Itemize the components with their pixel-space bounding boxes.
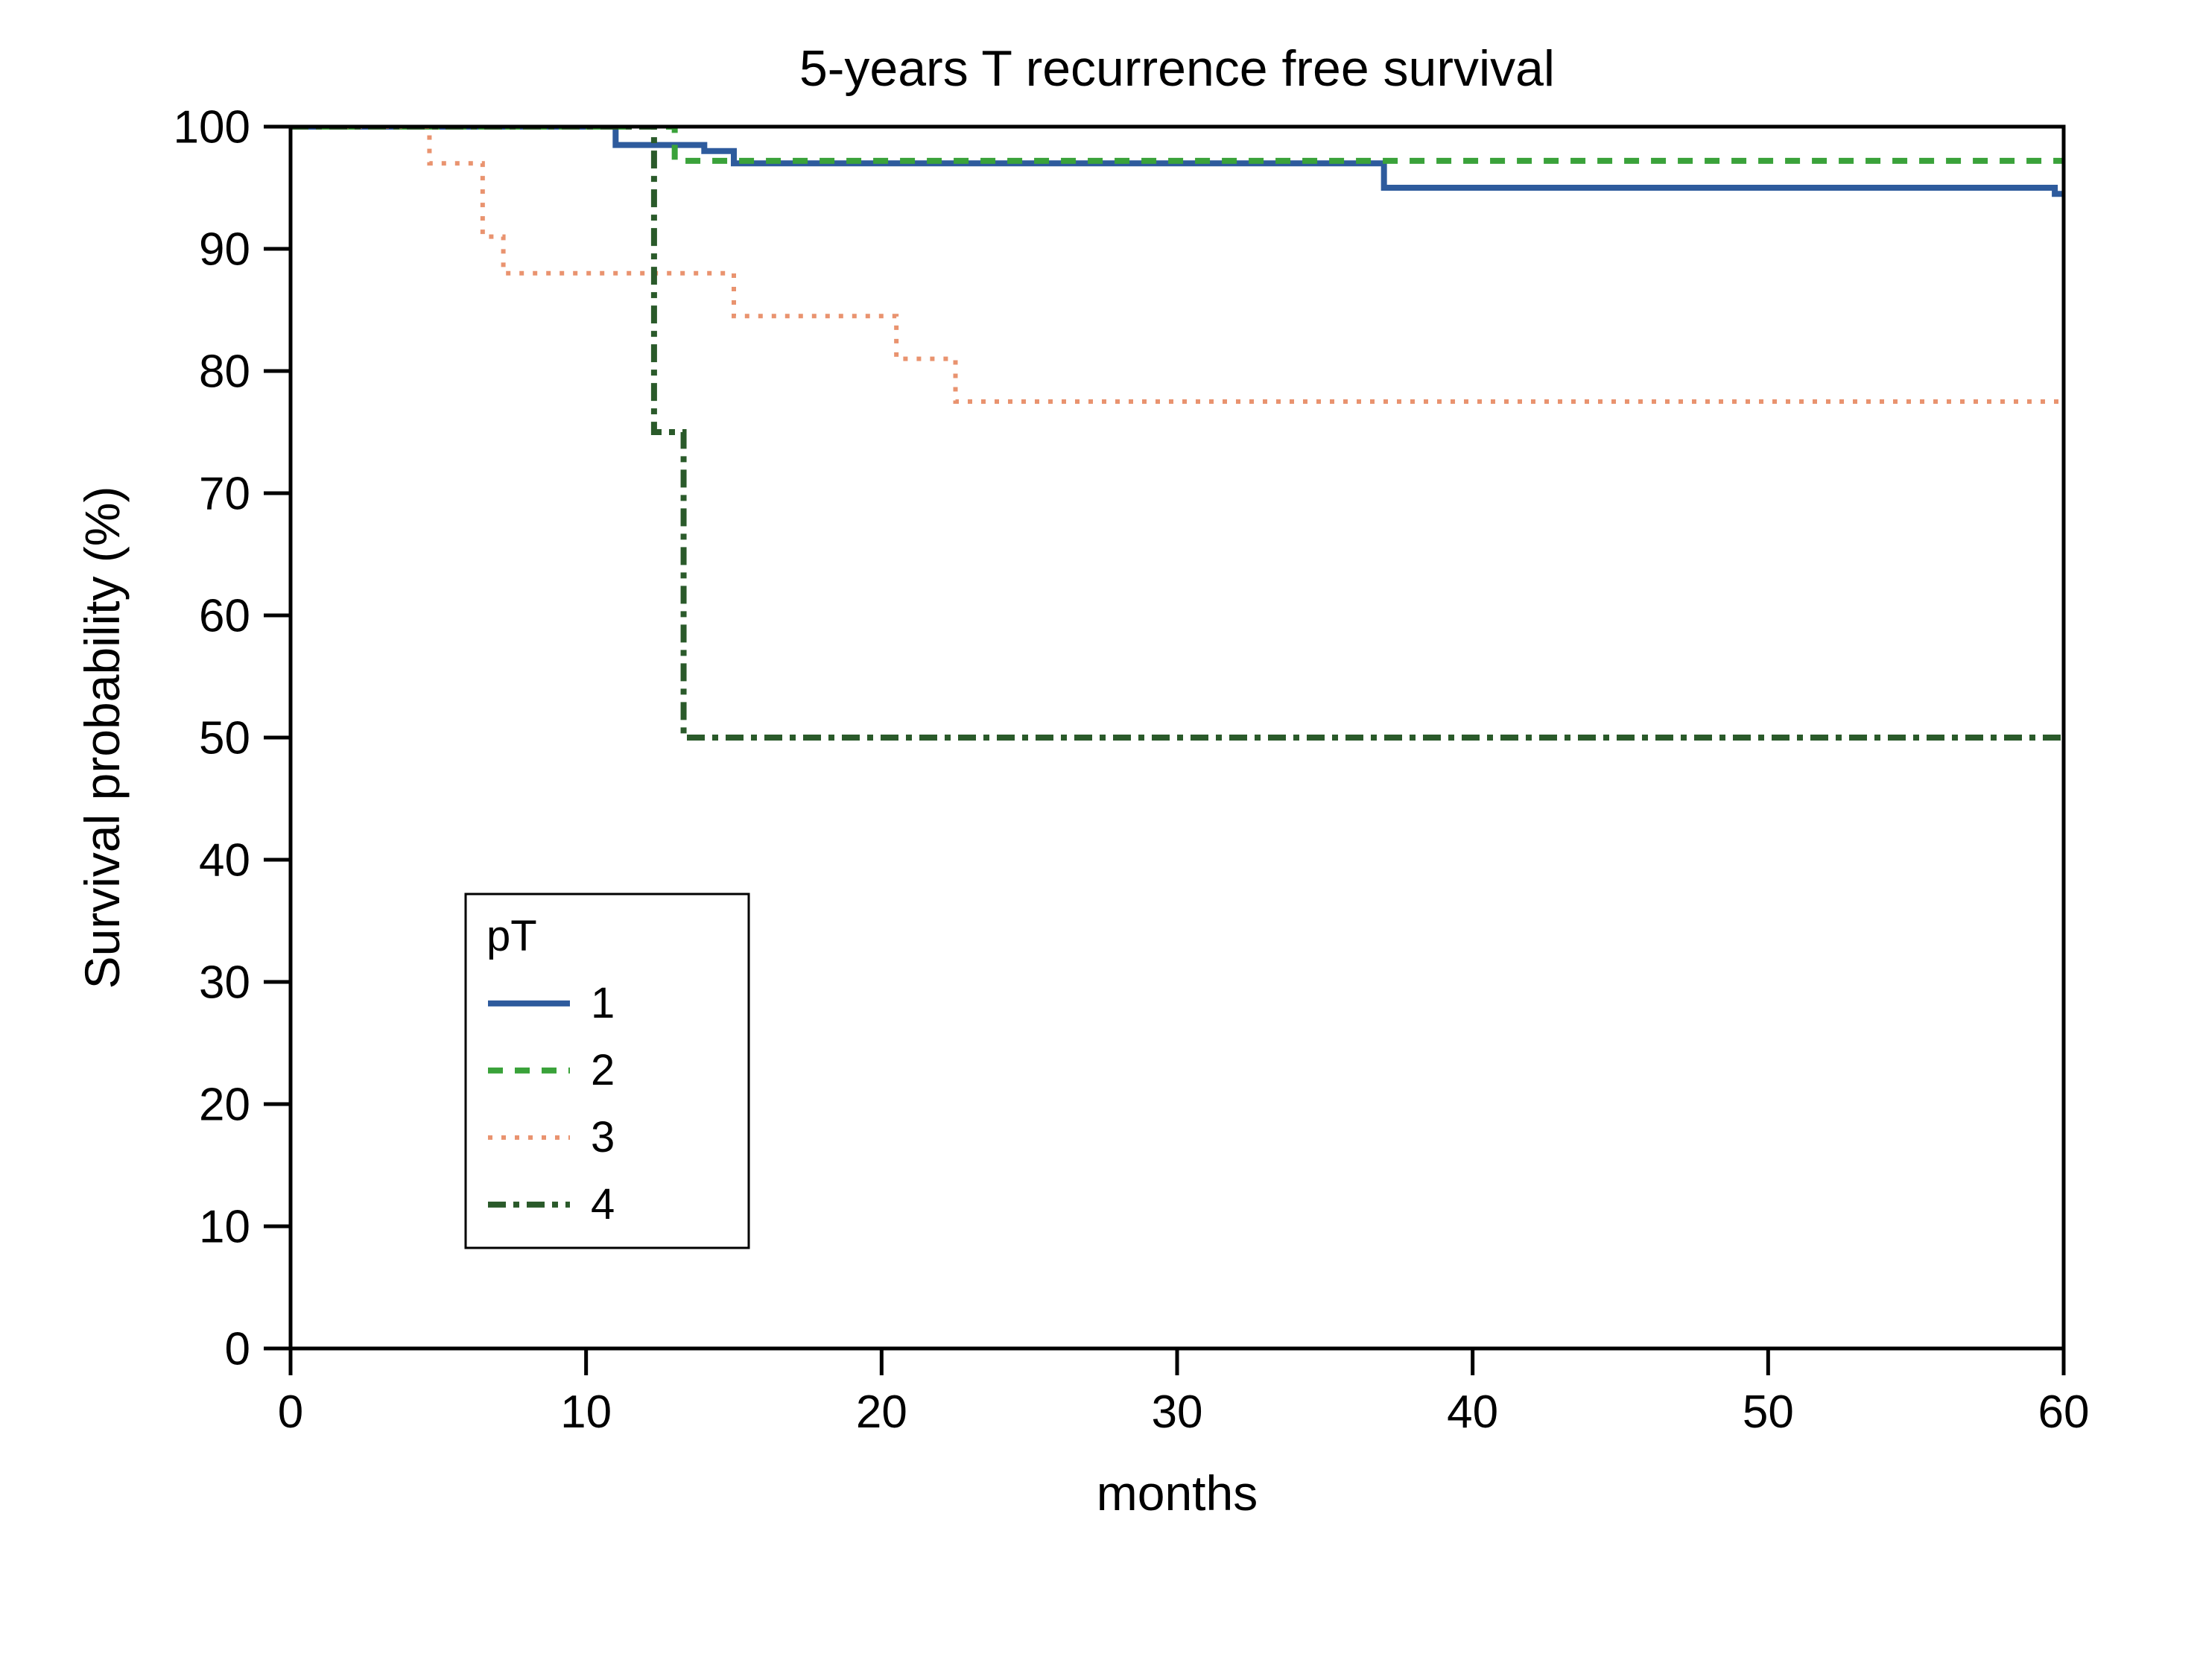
x-tick-label: 30	[1152, 1386, 1203, 1438]
y-tick-label: 70	[199, 469, 250, 520]
legend-title: pT	[486, 912, 537, 960]
x-tick-label: 0	[278, 1386, 303, 1438]
chart-container: 5-years T recurrence free survival010203…	[0, 0, 2200, 1680]
y-tick-label: 60	[199, 591, 250, 642]
legend-label-2: 2	[591, 1046, 615, 1094]
legend-label-3: 3	[591, 1113, 615, 1161]
x-tick-label: 50	[1743, 1386, 1794, 1438]
y-tick-label: 90	[199, 224, 250, 276]
y-tick-label: 0	[225, 1324, 250, 1375]
y-axis-label: Survival probability (%)	[75, 486, 130, 989]
x-tick-label: 10	[560, 1386, 612, 1438]
y-tick-label: 100	[174, 102, 250, 153]
y-tick-label: 80	[199, 346, 250, 398]
y-tick-label: 40	[199, 835, 250, 887]
y-tick-label: 20	[199, 1080, 250, 1131]
x-axis-label: months	[1097, 1465, 1258, 1521]
y-tick-label: 10	[199, 1202, 250, 1253]
y-tick-label: 50	[199, 713, 250, 764]
survival-chart-svg: 5-years T recurrence free survival010203…	[0, 0, 2200, 1680]
legend-label-4: 4	[591, 1180, 615, 1229]
chart-title: 5-years T recurrence free survival	[799, 40, 1555, 97]
legend-label-1: 1	[591, 979, 615, 1027]
series-2	[291, 127, 2064, 161]
series-group	[291, 127, 2064, 738]
x-tick-label: 40	[1447, 1386, 1498, 1438]
series-4	[291, 127, 2064, 738]
x-tick-label: 20	[856, 1386, 907, 1438]
x-tick-label: 60	[2038, 1386, 2090, 1438]
y-tick-label: 30	[199, 957, 250, 1009]
series-3	[291, 127, 2064, 402]
